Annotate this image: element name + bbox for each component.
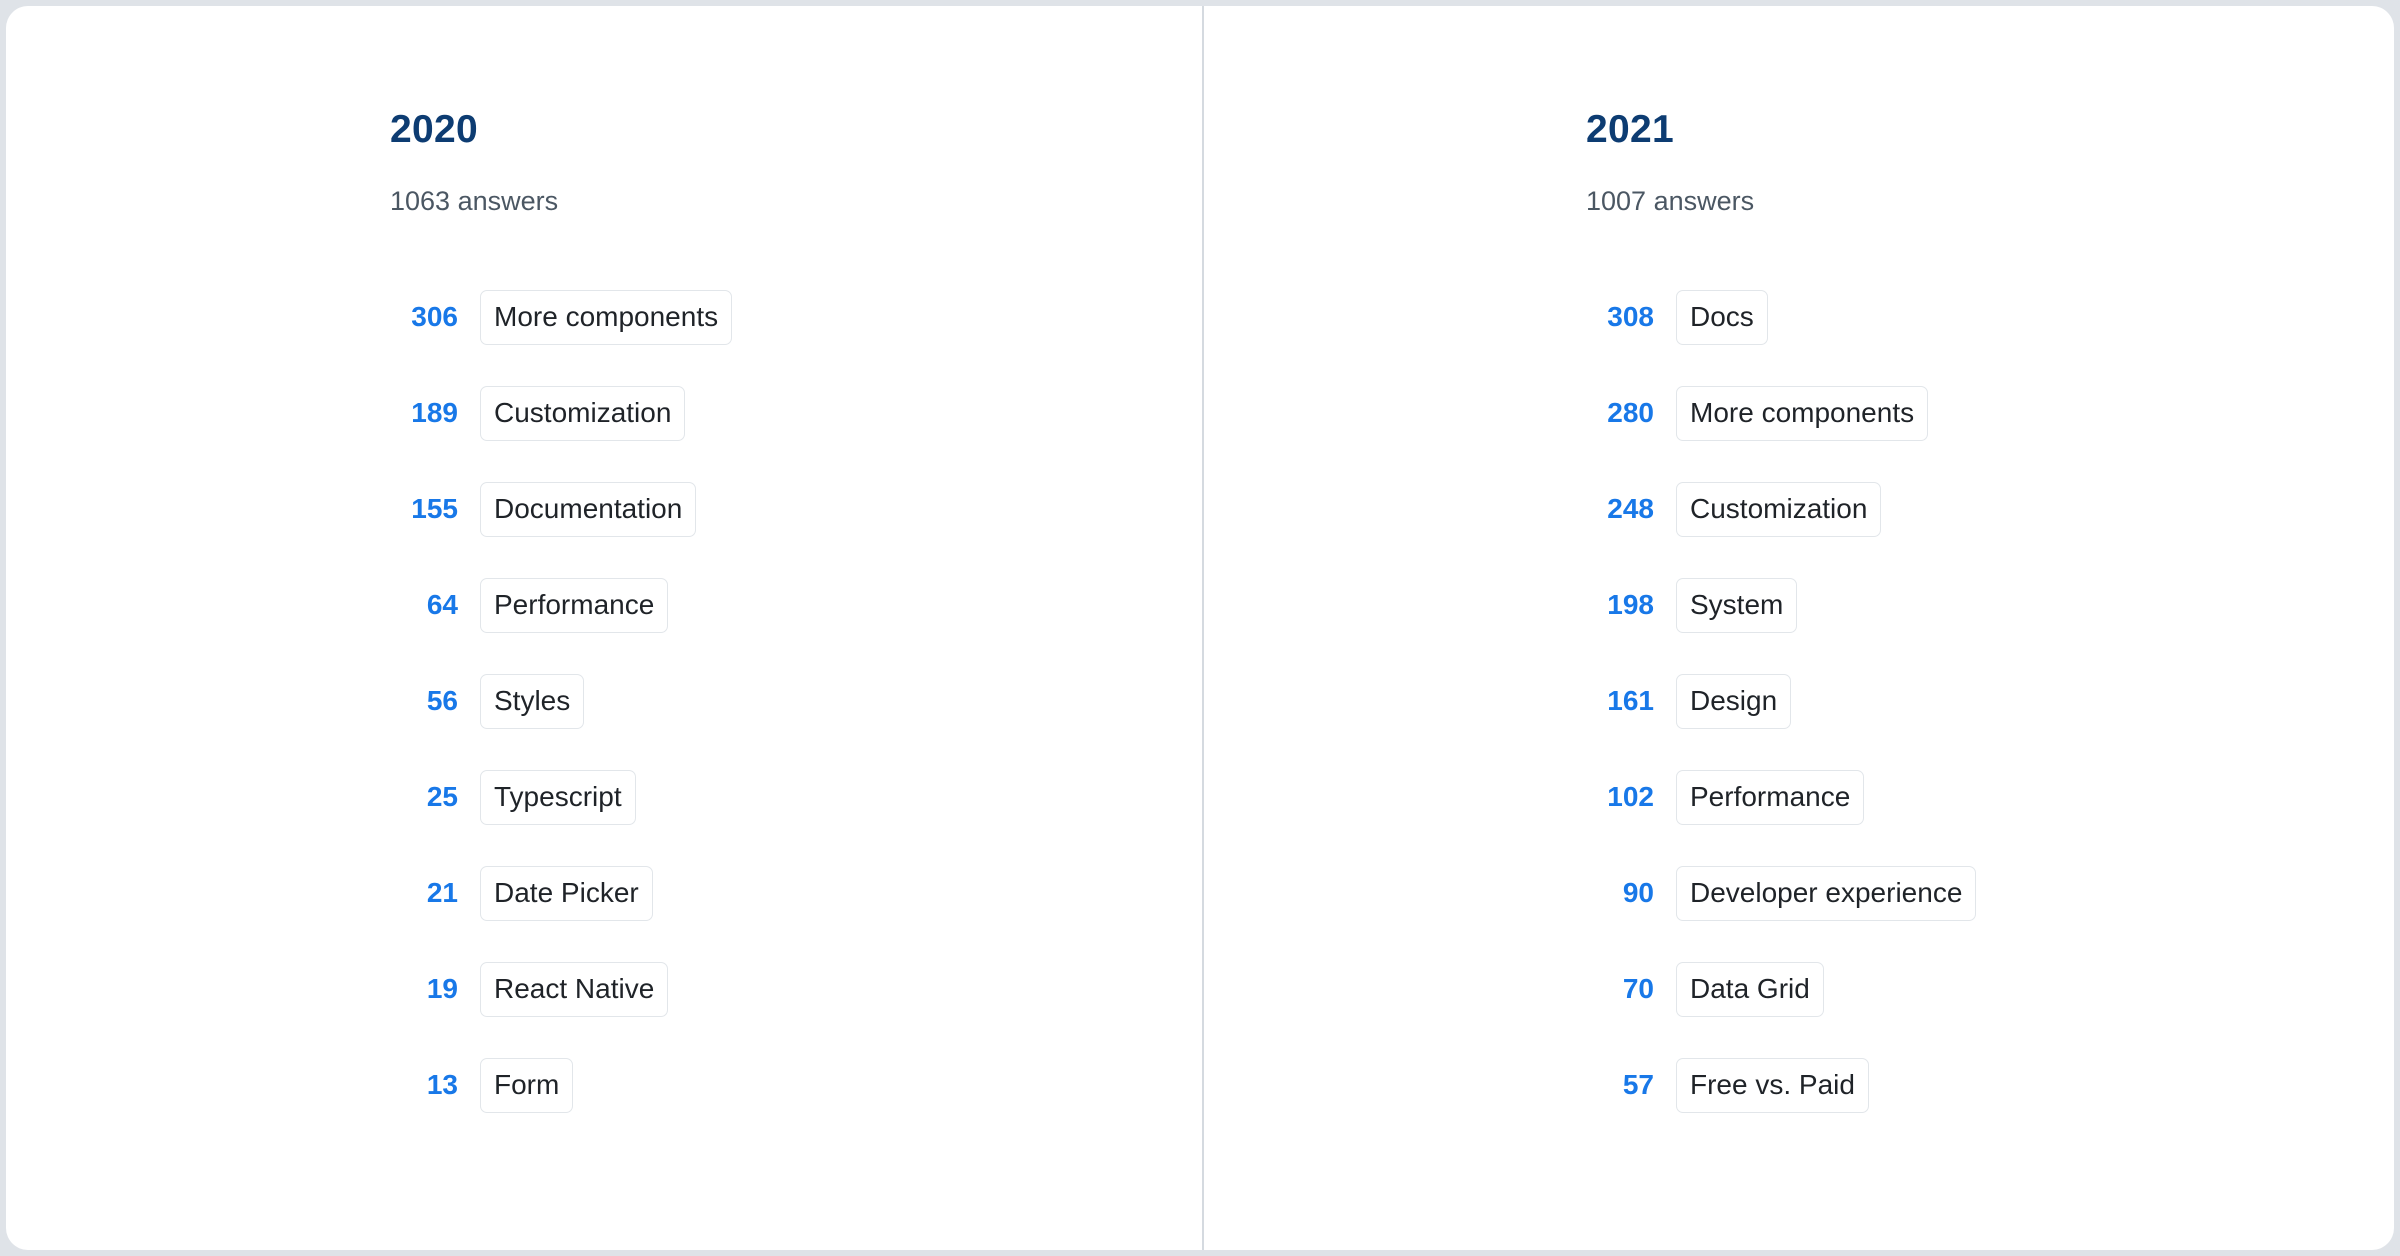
row-count: 102 <box>1607 781 1654 812</box>
list-item[interactable]: 308 Docs <box>1586 269 2394 365</box>
row-count: 308 <box>1607 301 1654 332</box>
row-label[interactable]: Customization <box>480 385 686 441</box>
row-count: 90 <box>1622 877 1654 908</box>
row-count: 25 <box>426 781 458 812</box>
list-item[interactable]: 102 Performance <box>1586 749 2394 845</box>
row-label[interactable]: Design <box>1676 673 1792 729</box>
row-label[interactable]: Free vs. Paid <box>1676 1057 1869 1113</box>
ranked-list-2020: 306 More components 189 Customization 15… <box>390 269 1202 1133</box>
row-label[interactable]: Documentation <box>480 481 697 537</box>
row-label[interactable]: More components <box>1676 385 1929 441</box>
answers-count-2021: 1007 answers <box>1586 186 1755 216</box>
row-count: 189 <box>411 397 458 428</box>
list-item[interactable]: 155 Documentation <box>390 461 1202 557</box>
row-count: 56 <box>426 685 458 716</box>
list-item[interactable]: 57 Free vs. Paid <box>1586 1037 2394 1133</box>
row-count: 161 <box>1607 685 1654 716</box>
list-item[interactable]: 198 System <box>1586 557 2394 653</box>
row-label[interactable]: Docs <box>1676 289 1768 345</box>
row-label[interactable]: Data Grid <box>1676 961 1824 1017</box>
list-item[interactable]: 189 Customization <box>390 365 1202 461</box>
row-label[interactable]: Form <box>480 1057 574 1113</box>
year-heading-2021: 2021 <box>1586 108 1674 151</box>
list-item[interactable]: 64 Performance <box>390 557 1202 653</box>
row-label[interactable]: Customization <box>1676 481 1882 537</box>
row-label[interactable]: Styles <box>480 673 585 729</box>
row-label[interactable]: Performance <box>480 577 669 633</box>
row-label[interactable]: Developer experience <box>1676 865 1977 921</box>
row-count: 57 <box>1622 1069 1654 1100</box>
year-heading-2020: 2020 <box>390 108 478 151</box>
answers-count-2020: 1063 answers <box>390 186 559 216</box>
row-count: 198 <box>1607 589 1654 620</box>
row-label[interactable]: Typescript <box>480 769 636 825</box>
row-count: 64 <box>426 589 458 620</box>
list-item[interactable]: 13 Form <box>390 1037 1202 1133</box>
row-count: 21 <box>426 877 458 908</box>
list-item[interactable]: 56 Styles <box>390 653 1202 749</box>
row-count: 306 <box>411 301 458 332</box>
row-label[interactable]: React Native <box>480 961 669 1017</box>
panel-2021: 2021 1007 answers 308 Docs 280 More comp… <box>1202 6 2394 1250</box>
survey-results-card: 2020 1063 answers 306 More components 18… <box>6 6 2394 1250</box>
row-label[interactable]: Performance <box>1676 769 1865 825</box>
list-item[interactable]: 306 More components <box>390 269 1202 365</box>
row-label[interactable]: System <box>1676 577 1798 633</box>
list-item[interactable]: 280 More components <box>1586 365 2394 461</box>
row-label[interactable]: Date Picker <box>480 865 653 921</box>
ranked-list-2021: 308 Docs 280 More components 248 Customi… <box>1586 269 2394 1133</box>
list-item[interactable]: 19 React Native <box>390 941 1202 1037</box>
row-count: 19 <box>426 973 458 1004</box>
list-item[interactable]: 90 Developer experience <box>1586 845 2394 941</box>
list-item[interactable]: 21 Date Picker <box>390 845 1202 941</box>
row-count: 70 <box>1622 973 1654 1004</box>
row-count: 280 <box>1607 397 1654 428</box>
row-label[interactable]: More components <box>480 289 733 345</box>
list-item[interactable]: 25 Typescript <box>390 749 1202 845</box>
list-item[interactable]: 248 Customization <box>1586 461 2394 557</box>
list-item[interactable]: 70 Data Grid <box>1586 941 2394 1037</box>
panel-2020: 2020 1063 answers 306 More components 18… <box>6 6 1202 1250</box>
row-count: 155 <box>411 493 458 524</box>
row-count: 13 <box>426 1069 458 1100</box>
list-item[interactable]: 161 Design <box>1586 653 2394 749</box>
row-count: 248 <box>1607 493 1654 524</box>
